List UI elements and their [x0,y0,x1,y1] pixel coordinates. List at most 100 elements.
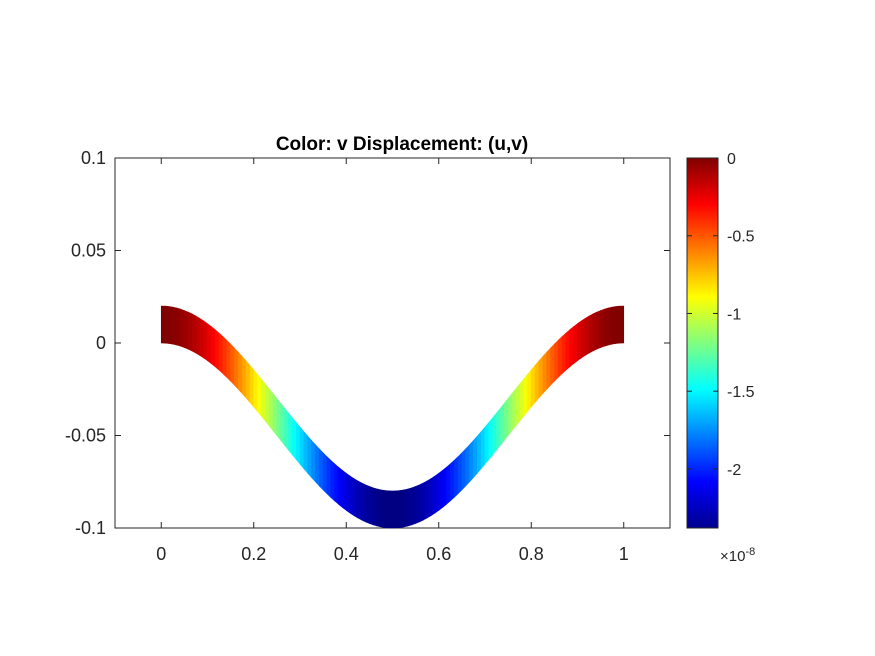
y-axis: -0.1 -0.05 0 0.05 0.1 [65,148,670,538]
beam-segment [407,487,413,527]
x-tick-label: 0.4 [334,544,359,564]
beam-segment [446,463,451,505]
beam-segment [465,443,470,487]
beam-segment [450,459,455,502]
beam-segments [160,305,625,529]
beam-segment [492,412,497,456]
beam-segment [164,305,170,344]
beam-segment [438,469,443,511]
beam-segment [480,426,486,470]
beam-segment [392,490,397,529]
beam-segment [253,369,258,413]
beam-segment [399,489,405,528]
beam-segment [195,315,201,356]
beam-segment [557,335,563,378]
beam-segment [307,435,312,479]
beam-segment [584,315,590,356]
beam-segment [396,490,401,529]
beam-segment [369,486,374,526]
beam-segment [596,310,601,350]
beam-segment [342,469,347,511]
beam-segment [515,383,520,427]
beam-segment [411,486,416,526]
beam-segment [569,325,574,368]
beam-segment [184,310,189,350]
beam-segment [203,320,208,362]
beam-segment [519,378,524,422]
y-tick-label: 0.1 [81,148,106,168]
y-tick-label: 0.05 [71,241,106,261]
beam-segment [419,482,424,523]
beam-segment [469,439,474,483]
beam-segment [234,347,239,391]
beam-segment [588,313,594,354]
colorbar-multiplier-base: ×10 [720,548,745,565]
x-tick-label: 0.6 [426,544,451,564]
beam-segment [338,466,343,509]
beam-segment [353,478,359,519]
beam-segment [384,490,389,529]
y-tick-label: 0 [96,333,106,353]
x-tick-label: 0.8 [519,544,544,564]
beam-segment [261,378,266,422]
beam-segment [291,416,297,461]
beam-segment [542,351,547,395]
beam-segment [303,430,309,474]
beam-segment [619,305,625,344]
beam-segment [160,305,166,344]
colorbar-tick-label: 0 [727,151,736,168]
beam-segment [488,416,494,461]
beam-segment [326,456,332,499]
colorbar-tick-label: -2 [727,462,741,479]
beam-segment [334,463,339,505]
beam-segment [376,488,382,528]
beam-segment [207,323,212,365]
beam-segment [318,448,324,491]
beam-segment [241,355,247,399]
beam-segment [615,305,621,344]
beam-segment [453,456,459,499]
beam-segment [272,392,278,437]
beam-segment [218,332,224,375]
beam-segment [168,306,174,345]
beam-segment [554,339,559,382]
beam-segment [442,466,447,509]
beam-segment [365,484,370,524]
plot-area: 0 0.2 0.4 0.6 0.8 1 -0.1 -0.05 0 0.05 0.1 [65,148,671,564]
beam-segment [276,397,282,442]
beam-segment [226,339,231,382]
beam-segment [430,475,436,517]
beam-segment [257,373,262,418]
beam-segment [484,421,490,465]
beam-segment [565,329,571,371]
chart-title: Color: v Displacement: (u,v) [276,134,528,155]
beam-segment [534,360,540,404]
beam-segment [461,448,467,491]
beam-segment [238,351,243,395]
colorbar-multiplier: ×10-8 [720,546,755,565]
beam-segment [280,402,285,447]
beam-segment [403,488,409,528]
beam-segment [604,307,609,347]
beam-segment [500,402,505,447]
colorbar-tick-label: -1.5 [727,384,755,401]
beam-segment [608,306,613,346]
colorbar: 0 -0.5 -1 -1.5 -2 ×10-8 [686,151,755,565]
beam-segment [311,439,316,483]
beam-segment [581,317,586,359]
beam-segment [230,343,235,386]
beam-segment [245,360,251,404]
beam-segment [268,387,274,432]
beam-segment [550,343,555,386]
beam-segment [357,480,362,521]
beam-segment [527,369,532,413]
beam-segment [330,459,335,502]
beam-segment [592,311,598,352]
beam-segment [265,383,270,427]
colorbar-tick-label: -1 [727,306,741,323]
colorbar-ticks: 0 -0.5 -1 -1.5 -2 [687,151,755,479]
beam-segment [611,306,617,345]
beam-segment [476,430,482,474]
x-axis: 0 0.2 0.4 0.6 0.8 1 [156,158,629,564]
beam-segment [434,472,440,514]
